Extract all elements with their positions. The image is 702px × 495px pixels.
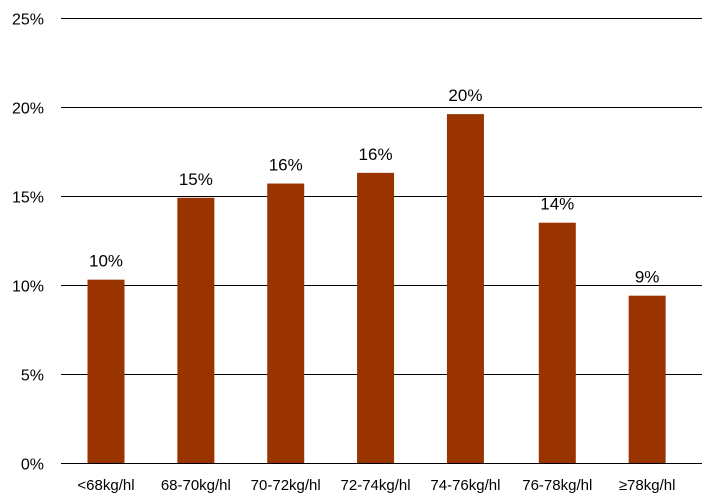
bar <box>267 183 305 464</box>
x-category-label: <68kg/hl <box>77 477 134 494</box>
x-category-label: 74-76kg/hl <box>430 477 500 494</box>
y-tick-label: 10% <box>12 279 44 296</box>
x-category-label: 72-74kg/hl <box>341 477 411 494</box>
data-label: 14% <box>540 195 574 214</box>
y-tick-label: 25% <box>12 12 44 29</box>
bar <box>357 172 395 464</box>
data-label: 9% <box>635 268 660 287</box>
bars <box>87 114 666 464</box>
y-axis-ticks: 0% 5% 10% 15% 20% 25% <box>12 12 44 474</box>
y-tick-label: 20% <box>12 101 44 118</box>
x-category-label: 68-70kg/hl <box>161 477 231 494</box>
bar <box>538 222 576 463</box>
x-category-label: ≥78kg/hl <box>619 477 676 494</box>
bar <box>446 114 484 464</box>
y-tick-label: 15% <box>12 190 44 207</box>
data-label: 16% <box>359 145 393 164</box>
y-tick-label: 5% <box>21 368 44 385</box>
bar <box>628 295 666 463</box>
x-category-label: 76-78kg/hl <box>522 477 592 494</box>
y-tick-label: 0% <box>21 457 44 474</box>
data-labels: 10% 15% 16% 16% 20% 14% 9% <box>89 86 659 287</box>
data-label: 15% <box>179 170 213 189</box>
data-label: 10% <box>89 252 123 271</box>
x-category-label: 70-72kg/hl <box>251 477 321 494</box>
x-axis-categories: <68kg/hl 68-70kg/hl 70-72kg/hl 72-74kg/hl 74… <box>77 477 675 494</box>
data-label: 20% <box>448 86 482 105</box>
bar <box>87 279 125 463</box>
data-label: 16% <box>269 156 303 175</box>
bar <box>177 197 215 463</box>
